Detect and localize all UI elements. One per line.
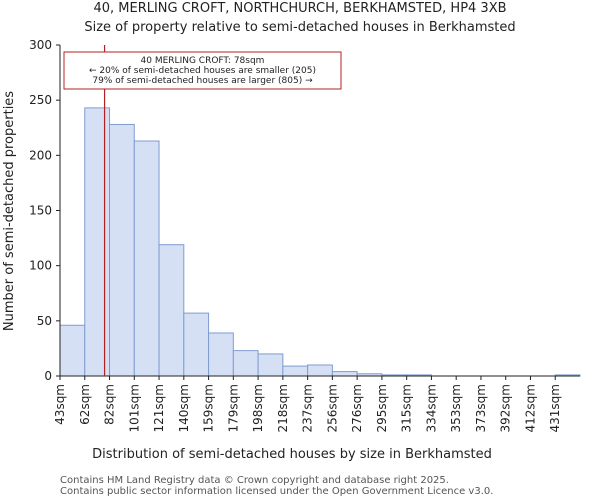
bar bbox=[183, 312, 210, 377]
x-tick-label: 295sqm bbox=[375, 384, 389, 432]
bar bbox=[282, 365, 309, 377]
y-tick-label: 200 bbox=[29, 148, 52, 162]
annotation-line-2: ← 20% of semi-detached houses are smalle… bbox=[89, 66, 316, 76]
x-tick-label: 237sqm bbox=[301, 384, 315, 432]
bar bbox=[331, 371, 358, 377]
x-axis-label: Distribution of semi-detached houses by … bbox=[92, 447, 492, 462]
x-tick-label: 101sqm bbox=[127, 384, 141, 432]
footer-line-1: Contains HM Land Registry data © Crown c… bbox=[60, 475, 449, 486]
annotation-line-3: 79% of semi-detached houses are larger (… bbox=[92, 76, 313, 86]
y-tick-label: 0 bbox=[44, 369, 52, 383]
x-tick-label: 431sqm bbox=[548, 384, 562, 432]
annotation-box: 40 MERLING CROFT: 78sqm ← 20% of semi-de… bbox=[63, 51, 342, 90]
bar bbox=[109, 123, 135, 377]
x-tick-label: 334sqm bbox=[424, 384, 438, 432]
x-tick-label: 392sqm bbox=[499, 384, 513, 432]
plot-area: 0 50 100 150 200 250 300 43sqm 62sqm 82sqm 101sqm 1… bbox=[29, 38, 581, 432]
bar bbox=[84, 107, 111, 377]
x-tick-label: 373sqm bbox=[474, 384, 488, 432]
y-tick-label: 250 bbox=[29, 93, 52, 107]
x-tick-label: 276sqm bbox=[350, 384, 364, 432]
y-tick-label: 100 bbox=[29, 259, 52, 273]
x-tick-label: 218sqm bbox=[276, 384, 290, 432]
y-tick-label: 50 bbox=[37, 314, 52, 328]
bar bbox=[208, 332, 234, 377]
x-tick-label: 179sqm bbox=[226, 384, 240, 432]
annotation-rect bbox=[63, 51, 342, 90]
x-tick-label: 353sqm bbox=[449, 384, 463, 432]
x-tick-label: 256sqm bbox=[325, 384, 339, 432]
x-tick-label: 315sqm bbox=[400, 384, 414, 432]
x-tick-label: 159sqm bbox=[202, 384, 216, 432]
x-tick-label: 198sqm bbox=[251, 384, 265, 432]
bar bbox=[158, 244, 185, 377]
x-tick-label: 62sqm bbox=[78, 384, 92, 425]
bar bbox=[232, 350, 259, 377]
x-tick-label: 43sqm bbox=[53, 384, 67, 425]
x-tick-label: 140sqm bbox=[177, 384, 191, 432]
bar bbox=[307, 364, 333, 377]
bar bbox=[59, 324, 86, 377]
chart-title-line-2: Size of property relative to semi-detach… bbox=[84, 20, 515, 35]
bar bbox=[133, 140, 160, 377]
chart-title: 40, MERLING CROFT, NORTHCHURCH, BERKHAMS… bbox=[84, 1, 515, 35]
footer-line-2: Contains public sector information licen… bbox=[60, 486, 493, 497]
x-tick-label: 82sqm bbox=[103, 384, 117, 425]
x-tick-label: 121sqm bbox=[152, 384, 166, 432]
y-axis-label: Number of semi-detached properties bbox=[2, 91, 17, 331]
y-tick-label: 150 bbox=[29, 204, 52, 218]
y-tick-label: 300 bbox=[29, 38, 52, 52]
chart-title-line-1: 40, MERLING CROFT, NORTHCHURCH, BERKHAMS… bbox=[93, 1, 506, 16]
annotation-line-1: 40 MERLING CROFT: 78sqm bbox=[141, 56, 265, 66]
bar bbox=[257, 353, 284, 377]
x-tick-label: 412sqm bbox=[523, 384, 537, 432]
